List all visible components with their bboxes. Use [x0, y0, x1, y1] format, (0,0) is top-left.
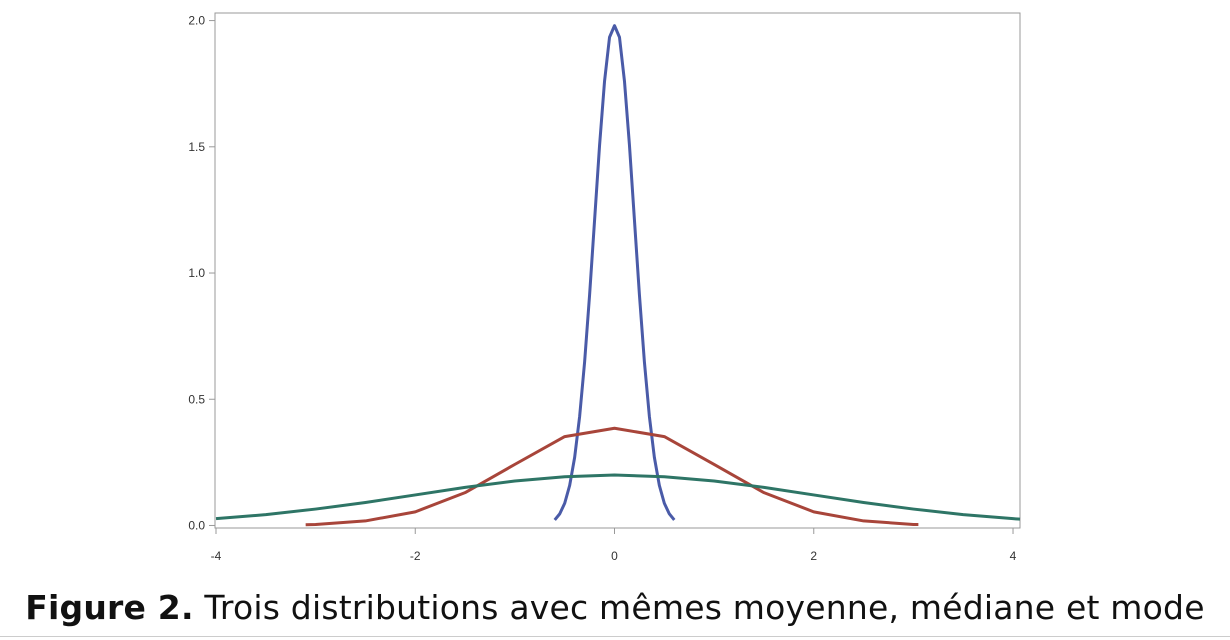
x-tick-label: -4 [211, 549, 222, 563]
series-line [215, 473, 1021, 521]
chart: 0.0 0.5 1.0 1.5 2.0 -4 -2 0 2 4 [188, 12, 1021, 563]
caption: Figure 2. Trois distributions avec mêmes… [0, 588, 1230, 627]
caption-label: Figure 2. [25, 588, 194, 627]
y-tick-label: 1.0 [188, 266, 205, 280]
series-line [553, 24, 676, 521]
y-tick-label: 2.0 [188, 14, 205, 28]
y-tick-label: 0.5 [188, 392, 205, 406]
x-tick-label: 4 [1010, 549, 1017, 563]
y-tick-label: 1.5 [188, 140, 205, 154]
x-tick-label: 2 [810, 549, 817, 563]
series-line [305, 426, 919, 527]
separator [0, 636, 1230, 637]
caption-text: Trois distributions avec mêmes moyenne, … [204, 588, 1205, 627]
plot-frame [214, 12, 1021, 529]
x-tick-label: -2 [410, 549, 421, 563]
x-tick-label: 0 [611, 549, 618, 563]
y-tick-label: 0.0 [188, 518, 205, 532]
